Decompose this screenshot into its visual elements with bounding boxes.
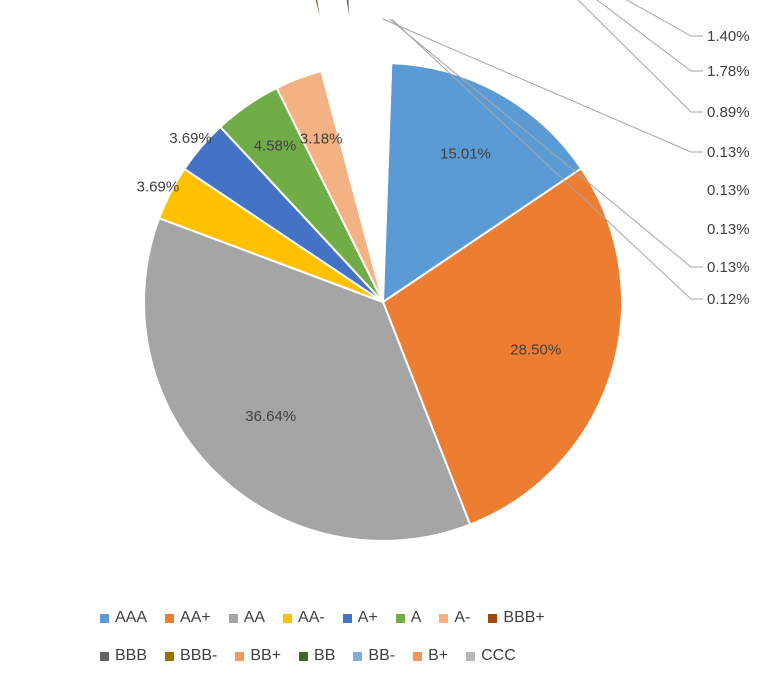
data-label-bbb-minus: 0.89%: [707, 104, 750, 121]
data-label-aa: 36.64%: [245, 408, 296, 425]
leader-line: [391, 18, 703, 300]
data-label-b-plus: 0.13%: [707, 259, 750, 276]
leader-line: [382, 18, 703, 153]
legend-item-a-plus: A+: [342, 609, 378, 627]
legend-item-bb-plus: BB+: [235, 647, 281, 665]
legend-swatch: [165, 613, 175, 623]
slice-aa-plus: [381, 167, 623, 526]
slice-bbb-plus: [313, 0, 326, 39]
slice-bbb: [344, 0, 353, 35]
legend-swatch: [395, 613, 405, 623]
legend-label: BB-: [368, 647, 396, 664]
legend-swatch: [283, 613, 293, 623]
legend-item-ccc: CCC: [466, 647, 516, 665]
slice-aaa: [381, 62, 583, 304]
data-label-bb-minus: 0.13%: [707, 221, 750, 238]
legend-item-a: A: [395, 609, 422, 627]
legend-item-b-plus: B+: [413, 647, 448, 665]
pie-chart: 15.01% 28.50% 36.64% 3.69% 3.69% 4.58% 3.18% 1.…: [137, 0, 750, 542]
slice-bbb-minus: [371, 0, 376, 33]
legend-item-bb: BB: [299, 647, 335, 665]
leader-line: [625, 0, 703, 37]
legend-label: BB: [314, 647, 336, 664]
data-label-a-plus: 3.69%: [169, 130, 212, 147]
legend-item-aa: AA: [228, 609, 266, 627]
legend-label: BBB-: [180, 647, 218, 664]
legend-label: AA-: [298, 609, 325, 626]
legend-label: AA+: [180, 609, 211, 626]
legend-label: A+: [357, 609, 378, 626]
legend-label: B+: [428, 647, 449, 664]
slice-aa: [143, 216, 472, 542]
legend-item-aaa: AAA: [100, 609, 147, 627]
data-label-aa-plus: 28.50%: [510, 342, 561, 359]
legend-row: AAA AA+ AA AA- A+ A A- BBB+: [100, 606, 740, 630]
legend-row: BBB BBB- BB+ BB BB- B+ CCC: [100, 644, 740, 668]
data-label-a-minus: 3.18%: [300, 130, 343, 147]
leader-line: [389, 18, 703, 268]
slice-a-minus: [275, 69, 384, 303]
legend-swatch: [100, 651, 109, 661]
legend-item-bbb: BBB: [100, 647, 147, 665]
data-label-bbb-plus: 1.40%: [707, 28, 750, 45]
data-label-aaa: 15.01%: [440, 145, 491, 162]
leader-line: [577, 0, 703, 113]
legend-item-aa-plus: AA+: [165, 609, 211, 627]
legend-swatch: [413, 651, 423, 661]
legend-item-aa-minus: AA-: [283, 609, 325, 627]
legend-swatch: [299, 651, 309, 661]
data-label-aa-minus: 3.69%: [137, 178, 180, 195]
data-label-a: 4.58%: [254, 138, 297, 155]
legend-label: A: [410, 609, 422, 626]
legend-label: BBB: [115, 647, 148, 664]
legend-item-bb-minus: BB-: [353, 647, 395, 665]
legend-label: AA: [243, 609, 266, 626]
legend-label: BBB+: [503, 609, 545, 626]
legend-swatch: [228, 613, 238, 623]
legend-label: CCC: [481, 647, 516, 664]
legend-swatch: [488, 613, 498, 623]
legend-swatch: [466, 651, 476, 661]
data-label-ccc: 0.12%: [707, 291, 750, 308]
legend-swatch: [342, 613, 352, 623]
legend-swatch: [353, 651, 363, 661]
legend-item-bbb-minus: BBB-: [165, 647, 217, 665]
legend-swatch: [439, 613, 449, 623]
legend-label: BB+: [250, 647, 282, 664]
legend: AAA AA+ AA AA- A+ A A- BBB+ BBB BBB- BB+ BB BB- B+ CC…: [100, 606, 740, 682]
legend-swatch: [235, 651, 245, 661]
legend-swatch: [100, 613, 109, 623]
legend-label: AAA: [115, 609, 148, 626]
data-label-bb: 0.13%: [707, 182, 750, 199]
legend-item-a-minus: A-: [439, 609, 470, 627]
data-label-bb-plus: 0.13%: [707, 144, 750, 161]
legend-swatch: [165, 651, 175, 661]
legend-label: A-: [454, 609, 471, 626]
legend-item-bbb-plus: BBB+: [488, 609, 545, 627]
leader-line: [596, 0, 703, 72]
data-label-bbb: 1.78%: [707, 63, 750, 80]
